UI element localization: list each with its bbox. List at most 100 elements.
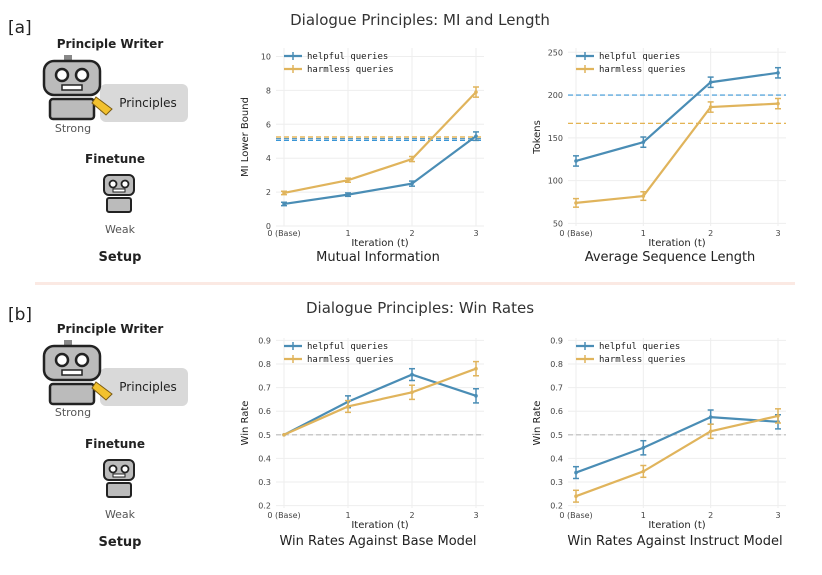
data-point [574, 470, 578, 475]
x-tick-label: 1 [345, 511, 350, 520]
data-point [282, 191, 286, 195]
setup-panel-a: Principle Writer Principles Strong Finet… [0, 0, 222, 280]
x-tick-label: 0 (Base) [267, 511, 300, 520]
y-tick-label: 0.3 [258, 478, 271, 487]
y-tick-label: 8 [266, 86, 271, 95]
y-tick-label: 0.7 [550, 384, 563, 393]
legend-label: helpful queries [599, 342, 680, 352]
caption-mutual-information: Mutual Information [316, 250, 440, 265]
data-point [574, 494, 578, 498]
y-tick-label: 0.2 [550, 502, 563, 511]
y-tick-label: 50 [553, 219, 563, 228]
series-line [283, 373, 477, 436]
data-point [641, 469, 646, 474]
x-tick-label: 0 (Base) [559, 511, 592, 520]
panel-label-b: [b] [8, 305, 33, 325]
x-tick-label: 3 [775, 229, 780, 238]
series-line [575, 415, 779, 474]
finetune-label: Finetune [85, 152, 145, 166]
data-point [708, 105, 713, 109]
y-tick-label: 0.6 [550, 407, 563, 416]
data-point [410, 390, 414, 395]
setup-caption-b: Setup [98, 535, 142, 550]
series-line [283, 367, 477, 436]
strong-label: Strong [54, 122, 92, 135]
data-point [282, 202, 286, 206]
series-line [283, 91, 477, 195]
panel-label-a: [a] [8, 18, 32, 38]
legend-label: harmless queries [599, 355, 686, 365]
y-tick-label: 150 [548, 134, 563, 143]
y-tick-label: 0.6 [258, 407, 271, 416]
x-tick-label: 2 [708, 229, 713, 238]
data-point [410, 372, 414, 377]
principles-label: Principles [119, 380, 177, 394]
chart-mutual-information: 0 2 4 6 8 10 0 (Base) 1 2 3 Iteration (t) MI Lower … [240, 48, 484, 249]
legend-label: harmless queries [307, 65, 394, 75]
x-tick-label: 1 [345, 229, 350, 238]
y-tick-label: 0.4 [550, 454, 563, 463]
strong-robot-icon [42, 340, 113, 406]
y-tick-label: 10 [261, 52, 271, 61]
y-tick-label: 0 [266, 222, 271, 231]
legend-label: helpful queries [307, 342, 388, 352]
x-tick-label: 3 [473, 511, 478, 520]
y-tick-label: 0.5 [258, 431, 271, 440]
x-tick-label: 2 [409, 511, 414, 520]
section-title-a: Dialogue Principles: MI and Length [290, 11, 550, 29]
principles-box: Principles [100, 368, 188, 406]
data-point [574, 159, 578, 163]
strong-label: Strong [54, 406, 92, 419]
y-tick-label: 6 [266, 120, 271, 129]
x-axis-label: Iteration (t) [351, 238, 408, 249]
y-axis-label: MI Lower Bound [240, 97, 251, 177]
data-point [641, 140, 646, 144]
data-point [474, 366, 478, 371]
chart-sequence-length: 50 100 150 200 250 0 (Base) 1 2 3 Iteration (t) To… [532, 48, 786, 249]
series-line [283, 135, 477, 206]
y-axis-label: Win Rate [532, 401, 543, 446]
series-line [575, 102, 779, 204]
setup-caption-a: Setup [98, 250, 142, 265]
caption-win-rate-base: Win Rates Against Base Model [279, 534, 477, 549]
y-tick-label: 200 [548, 91, 563, 100]
y-axis-label: Win Rate [240, 401, 251, 446]
x-tick-label: 3 [775, 511, 780, 520]
series-line [575, 414, 779, 498]
x-tick-label: 0 (Base) [267, 229, 300, 238]
chart-win-rate-instruct: 0.2 0.3 0.4 0.5 0.6 0.7 0.8 0.9 0 (Base) 1 2 3 Itera… [532, 336, 786, 531]
y-tick-label: 0.2 [258, 502, 271, 511]
y-tick-label: 0.9 [550, 336, 563, 345]
data-point [346, 404, 350, 409]
x-axis-label: Iteration (t) [648, 238, 705, 249]
data-point [776, 101, 780, 106]
y-tick-label: 0.7 [258, 384, 271, 393]
x-tick-label: 0 (Base) [559, 229, 592, 238]
y-tick-label: 0.3 [550, 478, 563, 487]
data-point [346, 178, 350, 183]
finetune-label: Finetune [85, 437, 145, 451]
principle-writer-label: Principle Writer [56, 37, 164, 51]
data-point [776, 71, 780, 75]
y-tick-label: 100 [548, 177, 563, 186]
data-point [708, 415, 713, 419]
data-point [708, 429, 713, 434]
x-tick-label: 1 [641, 229, 646, 238]
data-point [574, 201, 578, 205]
principles-label: Principles [119, 96, 177, 110]
legend-label: helpful queries [307, 52, 388, 62]
data-point [282, 433, 286, 437]
x-tick-label: 3 [473, 229, 478, 238]
caption-win-rate-instruct: Win Rates Against Instruct Model [567, 534, 783, 549]
chart-win-rate-base: 0.2 0.3 0.4 0.5 0.6 0.7 0.8 0.9 0 (Base) 1 2 3 Itera… [240, 336, 484, 531]
principle-writer-label: Principle Writer [56, 322, 164, 336]
weak-label: Weak [104, 508, 136, 521]
y-axis-label: Tokens [532, 120, 543, 155]
caption-sequence-length: Average Sequence Length [584, 250, 756, 265]
data-point [641, 445, 646, 450]
y-tick-label: 0.9 [258, 336, 271, 345]
series-line [575, 71, 779, 163]
y-tick-label: 4 [266, 154, 271, 163]
legend-label: harmless queries [307, 355, 394, 365]
data-point [410, 181, 414, 186]
